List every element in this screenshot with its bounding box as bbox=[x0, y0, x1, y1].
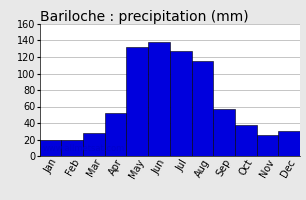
Bar bbox=[235, 125, 256, 156]
Bar bbox=[148, 42, 170, 156]
Bar bbox=[213, 109, 235, 156]
Bar bbox=[278, 131, 300, 156]
Bar bbox=[83, 133, 105, 156]
Text: Bariloche : precipitation (mm): Bariloche : precipitation (mm) bbox=[40, 10, 248, 24]
Bar bbox=[105, 113, 126, 156]
Bar bbox=[40, 140, 62, 156]
Bar bbox=[126, 47, 148, 156]
Text: www.allmetsat.com: www.allmetsat.com bbox=[42, 144, 125, 153]
Bar bbox=[192, 61, 213, 156]
Bar bbox=[62, 140, 83, 156]
Bar bbox=[170, 51, 192, 156]
Bar bbox=[256, 135, 278, 156]
